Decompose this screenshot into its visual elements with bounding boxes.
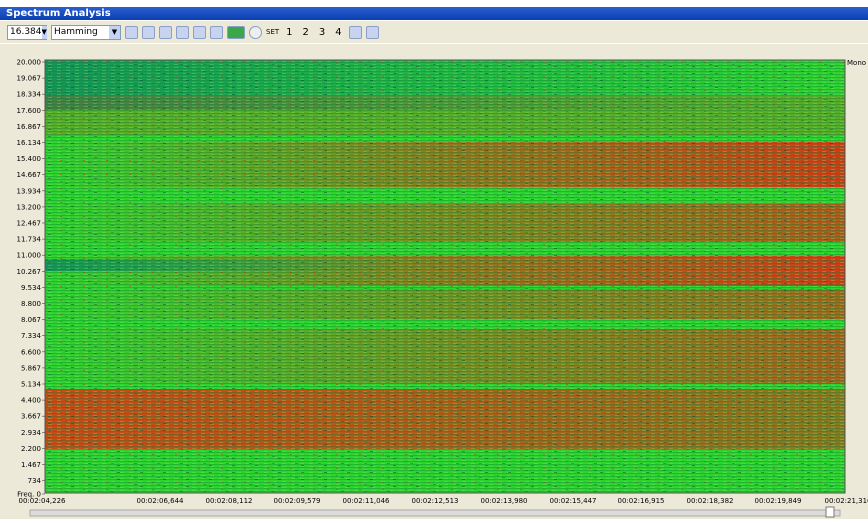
title-bar: Spectrum Analysis (0, 7, 868, 20)
y-tick-label: 13.200 (17, 203, 42, 211)
print-button[interactable] (366, 26, 379, 39)
y-tick-label: 10.267 (17, 268, 42, 276)
y-tick-label: 5.867 (21, 364, 41, 372)
x-tick-label: 00:02:15,447 (549, 497, 596, 505)
dropdown-arrow: ▼ (109, 26, 120, 39)
set-button[interactable]: SET (266, 28, 279, 36)
y-tick-label: 8.800 (21, 300, 41, 308)
y-tick-label: 19.067 (17, 75, 42, 83)
y-tick-label: 9.534 (21, 284, 42, 292)
y-tick-label: 5.134 (21, 381, 42, 389)
x-tick-label: 00:02:16,915 (617, 497, 664, 505)
x-tick-label: 00:02:11,046 (342, 497, 390, 505)
y-tick-label: 1.467 (21, 461, 41, 469)
preset-button[interactable]: 3 (316, 27, 328, 38)
toolbar-button[interactable] (159, 26, 172, 39)
y-tick-label: 16.867 (17, 123, 42, 131)
x-tick-label: 00:02:18,382 (686, 497, 733, 505)
preset-button[interactable]: 4 (332, 27, 344, 38)
x-tick-label: 00:02:06,644 (136, 497, 184, 505)
y-tick-label: 8.067 (21, 316, 41, 324)
y-tick-label: 14.667 (17, 171, 42, 179)
y-tick-label: 18.334 (17, 91, 42, 99)
y-tick-label: 13.934 (17, 187, 42, 195)
toolbar: 16.384▼ Hamming▼ SET 1 2 3 4 (0, 21, 868, 43)
dropdown-arrow: ▼ (42, 26, 47, 39)
x-tick-label: 00:02:19,849 (754, 497, 801, 505)
x-tick-label: 00:02:09,579 (273, 497, 320, 505)
y-tick-label: 6.600 (21, 348, 41, 356)
preset-button[interactable]: 2 (300, 27, 312, 38)
y-tick-label: 20.000 (17, 59, 42, 67)
window-title: Spectrum Analysis (6, 8, 111, 19)
y-tick-label: 17.600 (17, 107, 42, 115)
color-button[interactable] (227, 26, 245, 39)
toolbar-button[interactable] (210, 26, 223, 39)
toolbar-button[interactable] (349, 26, 362, 39)
toolbar-button[interactable] (142, 26, 155, 39)
y-tick-label: 16.134 (17, 139, 42, 147)
y-tick-label: 11.000 (17, 252, 42, 260)
y-tick-label: 2.200 (21, 445, 41, 453)
x-tick-label: 00:02:08,112 (205, 497, 252, 505)
window-function-dropdown[interactable]: Hamming ▼ (51, 25, 121, 40)
preset-button[interactable]: 1 (283, 27, 295, 38)
toolbar-button[interactable] (125, 26, 138, 39)
y-tick-label: 2.934 (21, 429, 42, 437)
spectrogram-texture (45, 60, 845, 493)
y-tick-label: 12.467 (17, 220, 42, 228)
fft-size: 16.384 (10, 27, 42, 37)
x-tick-label: 00:02:13,980 (480, 497, 527, 505)
channel-label: Mono (847, 59, 866, 67)
x-tick-label: 00:02:04,226 (18, 497, 66, 505)
y-tick-label: 15.400 (17, 155, 42, 163)
x-tick-label: 00:02:12,513 (411, 497, 458, 505)
y-tick-label: 7.334 (21, 332, 42, 340)
app-window: Spectrum Analysis 16.384▼ Hamming▼ SET 1… (0, 0, 868, 519)
toolbar-button[interactable] (176, 26, 189, 39)
y-tick-label: 4.400 (21, 397, 41, 405)
y-tick-label: 11.734 (17, 236, 42, 244)
x-tick-label: 00:02:21,316 (824, 497, 868, 505)
scrollbar[interactable] (30, 510, 840, 516)
y-tick-label: 734 (28, 477, 42, 485)
toolbar-button[interactable] (193, 26, 206, 39)
window-function: Hamming (54, 27, 98, 37)
scroll-thumb[interactable] (826, 507, 834, 517)
plot-area: Mono 20.000 19.067 18.334 17.600 16.867 16.13… (0, 44, 868, 519)
y-tick-label: 3.667 (21, 413, 41, 421)
toolbar-button[interactable] (249, 26, 262, 39)
spectrogram: Mono 20.000 19.067 18.334 17.600 16.867 16.13… (0, 44, 868, 519)
fft-size-dropdown[interactable]: 16.384▼ (7, 25, 47, 40)
